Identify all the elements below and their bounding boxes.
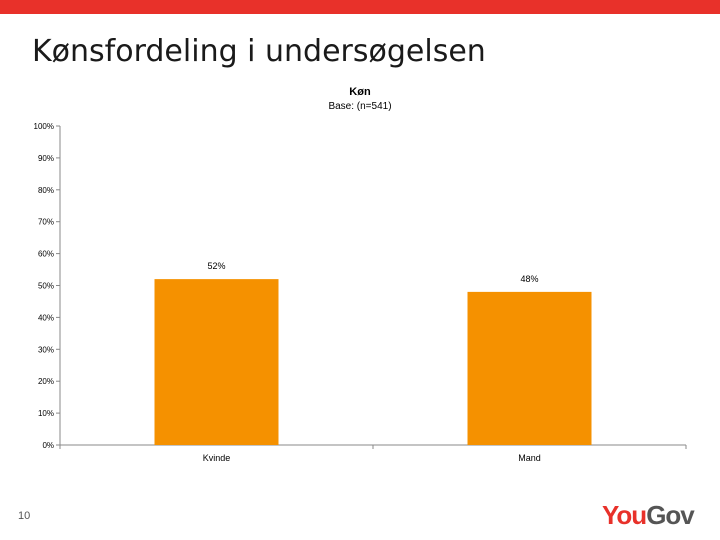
y-tick-label: 50% (38, 282, 54, 291)
logo-gov: Gov (646, 500, 695, 530)
logo-you: You (602, 500, 647, 530)
y-tick-label: 0% (42, 441, 54, 450)
yougov-logo: YouGov (602, 500, 695, 531)
y-tick-label: 90% (38, 154, 54, 163)
category-label: Mand (518, 453, 541, 463)
page-number: 10 (18, 510, 31, 522)
y-tick-label: 20% (38, 377, 54, 386)
bar (467, 291, 592, 445)
y-tick-label: 80% (38, 186, 54, 195)
y-tick-label: 40% (38, 313, 54, 322)
slide-title: Kønsfordeling i undersøgelsen (32, 34, 486, 69)
chart-title: Køn (349, 86, 371, 98)
chart-subtitle: Base: (n=541) (328, 101, 392, 112)
bar (154, 279, 279, 445)
category-label: Kvinde (203, 453, 231, 463)
y-tick-label: 60% (38, 250, 54, 259)
y-tick-label: 100% (34, 122, 54, 131)
top-accent-bar (0, 0, 720, 14)
y-tick-label: 70% (38, 218, 54, 227)
y-tick-label: 10% (38, 409, 54, 418)
data-label: 48% (520, 274, 538, 284)
data-label: 52% (207, 261, 225, 271)
y-tick-label: 30% (38, 345, 54, 354)
